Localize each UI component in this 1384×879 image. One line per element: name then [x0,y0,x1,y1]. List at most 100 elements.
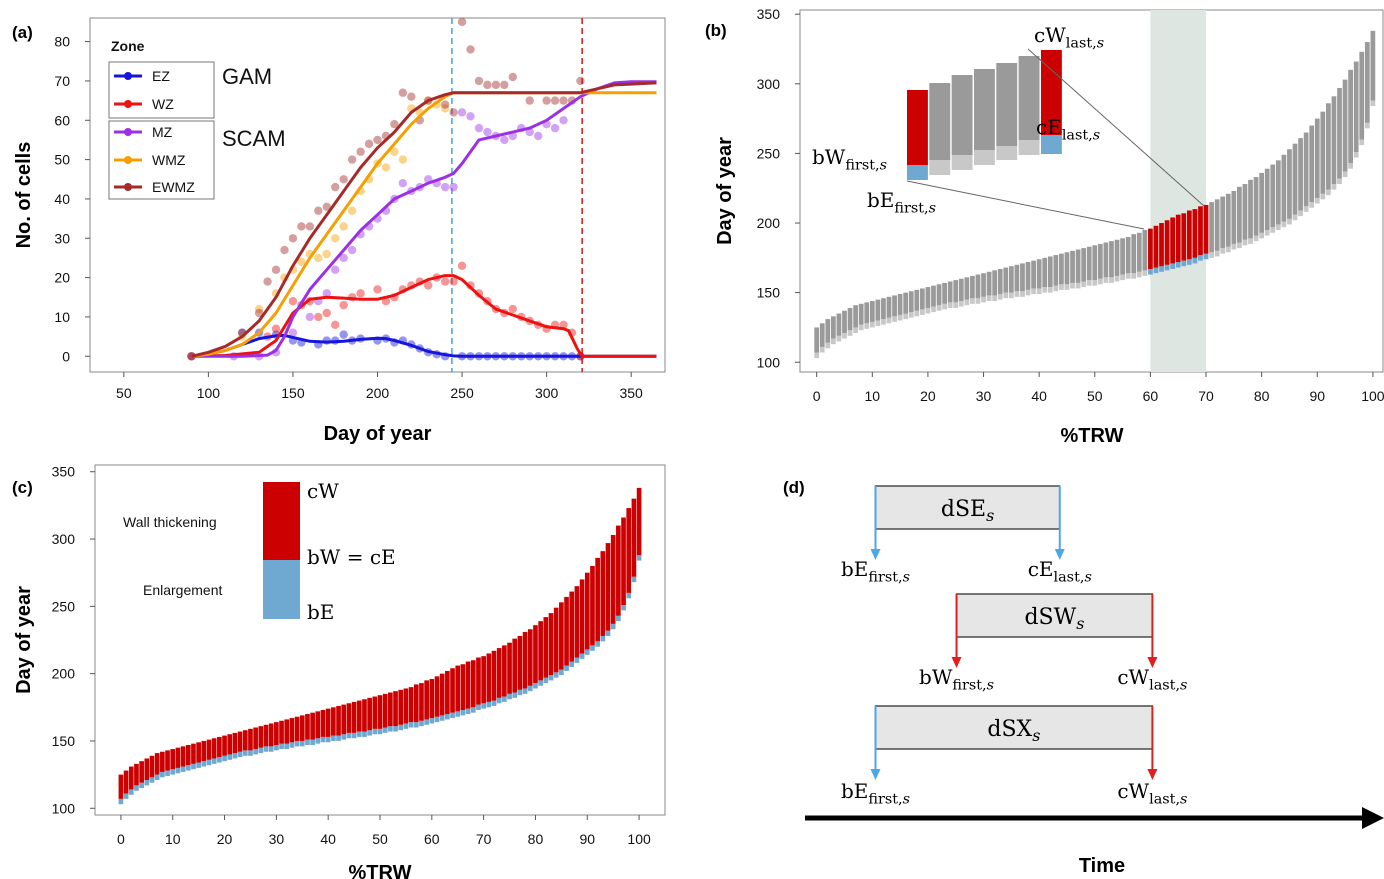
bar-wall [1164,220,1170,265]
y-tick-label: 80 [54,34,70,50]
point-WZ [373,285,382,294]
bar-enlargement [925,307,931,314]
bar-wall [445,670,450,715]
point-EWMZ [542,96,551,105]
bar-wall [217,736,222,758]
event-label-end: cWlast,s [1117,779,1187,808]
bar-wall [600,551,606,636]
bar-wall [134,763,139,786]
bar-wall [160,751,165,772]
point-EWMZ [280,245,289,255]
x-tick-label: 70 [476,831,492,847]
bar-enlargement [814,352,820,359]
bar-wall [450,668,455,713]
bar-enlargement [986,295,992,301]
bar-enlargement [847,330,853,336]
bar-enlargement [886,317,892,324]
bar-enlargement [842,333,847,339]
bar-enlargement [590,645,595,651]
x-tick-label: 90 [1309,388,1325,404]
bar-wall [825,319,831,343]
x-tick-label: 70 [1198,388,1214,404]
event-label-end-base: cW [1117,779,1149,803]
bar-enlargement [1114,275,1120,282]
panel-label-d: (d) [783,478,805,497]
point-EWMZ [373,135,382,145]
bar-wall [175,747,181,768]
point-WZ [356,289,365,298]
bar-wall [831,316,836,339]
bar-enlargement [201,761,207,767]
point-WZ [449,277,458,286]
bar-enlargement [584,649,590,655]
bar-wall [590,565,595,646]
bar-enlargement [134,785,139,791]
bar-wall [1248,179,1253,239]
x-tick-label: 350 [619,385,643,401]
bar-wall [222,735,227,756]
bar-wall [1264,168,1270,230]
point-WZ [187,352,196,361]
bar-enlargement [211,758,217,764]
inset-bar-wall [907,90,928,165]
bar-enlargement [1059,284,1064,290]
bar-enlargement [253,749,258,755]
bar-enlargement [512,692,518,698]
point-EWMZ [440,100,450,109]
bar-wall [574,586,580,658]
y-tick-label: 250 [52,598,76,614]
duration-label-dSE: dSEs [941,497,994,525]
y-tick-label: 40 [54,191,70,207]
point-EZ [187,352,196,361]
bar-enlargement [445,714,450,720]
event-label-end-sub-s: s [1084,570,1091,586]
legend-wall-swatch [263,482,300,560]
bar-enlargement [294,740,300,747]
bar-wall [1359,51,1365,140]
bar-wall [975,274,981,299]
point-EWMZ [457,17,467,27]
bar-wall [595,557,600,642]
bar-wall [372,696,378,729]
bar-enlargement [1259,232,1265,239]
bar-enlargement [1326,189,1331,196]
bar-enlargement [1042,287,1048,293]
bar-wall [1370,30,1376,101]
bar-enlargement [1287,218,1292,225]
bar-enlargement [1231,243,1237,250]
y-tick-label: 150 [52,733,76,749]
x-tick-label: 20 [920,388,936,404]
bar-wall [847,307,853,331]
bar-wall [579,579,585,654]
y-tick-label: 0 [62,348,70,364]
bar-wall [388,692,393,727]
bar-enlargement [434,716,440,723]
bar-wall [1326,103,1331,190]
point-EWMZ [271,265,281,274]
bar-enlargement [408,722,414,728]
x-axis-title: %TRW [349,862,412,879]
bar-enlargement [992,295,998,301]
event-label-end-sub: last, [1149,792,1180,808]
label-bW-first: bWfirst,s [812,145,887,174]
point-EWMZ [331,182,340,192]
bar-wall [559,602,564,670]
bar-wall [128,766,134,790]
bar-enlargement [185,765,191,771]
arrowhead-start [870,769,881,780]
bar-wall [367,697,372,731]
bar-enlargement [1320,193,1326,200]
bar-wall [947,281,953,303]
x-tick-label: 0 [813,388,821,404]
bar-wall [1281,154,1287,222]
bar-wall [1103,242,1109,278]
legend-group-gam: GAM [222,64,272,89]
bar-enlargement [825,342,831,349]
bar-wall [258,726,264,748]
x-tick-label: 250 [450,385,474,401]
bar-wall [548,613,554,675]
event-label-start: bWfirst,s [919,665,994,694]
point-MZ [466,112,475,121]
bar-enlargement [1181,260,1187,267]
panel-c-chart: 0 10 20 30 40 50 60 70 80 90 100 100 150 200 250 300 350… [13,464,666,879]
